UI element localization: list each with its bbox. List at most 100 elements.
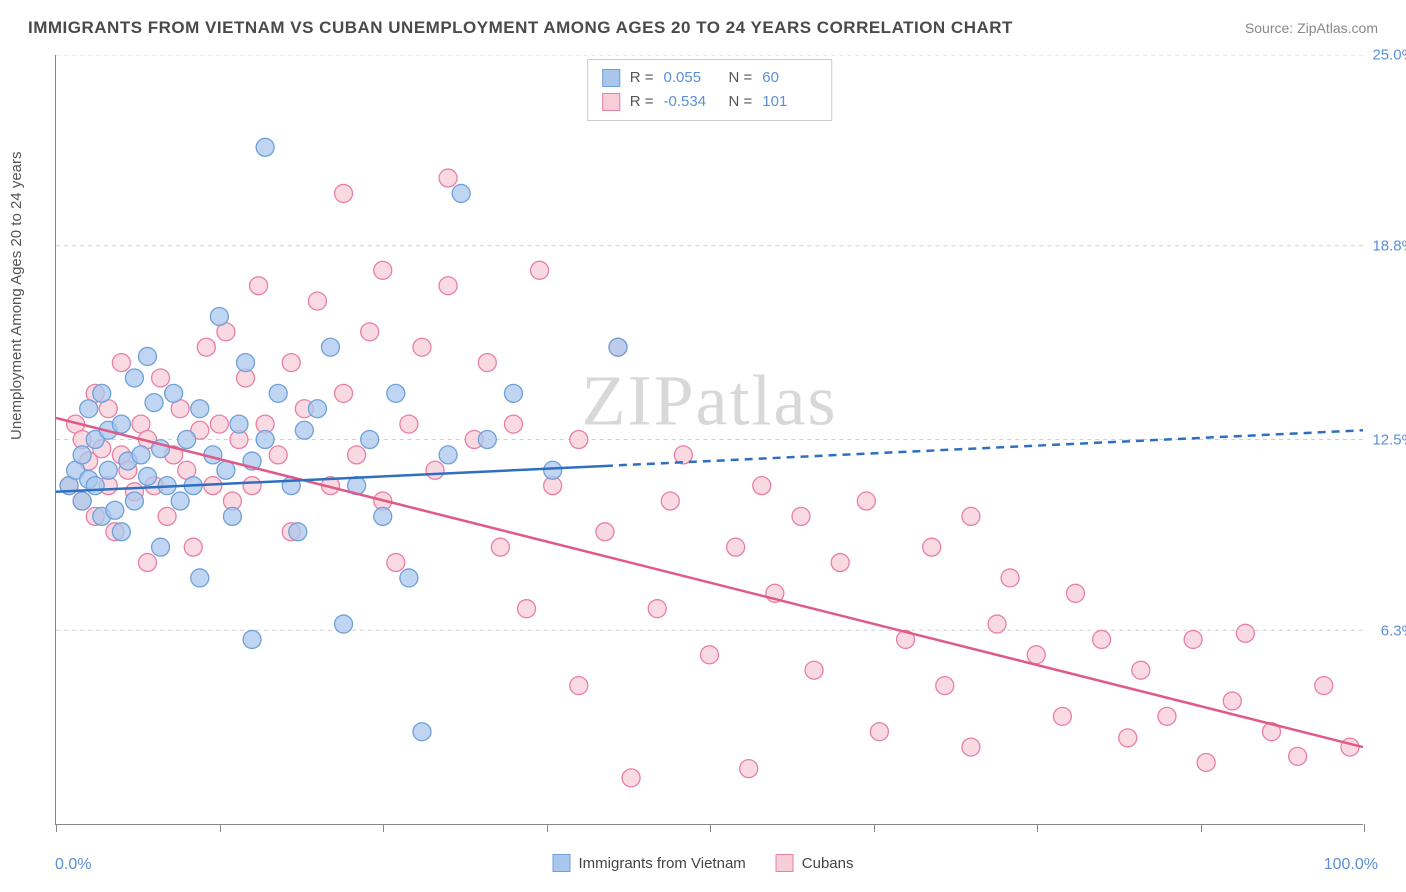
data-point (1132, 661, 1150, 679)
swatch-blue (602, 69, 620, 87)
x-tick (1201, 824, 1202, 832)
x-tick (1037, 824, 1038, 832)
data-point (570, 431, 588, 449)
legend-label-blue: Immigrants from Vietnam (579, 855, 746, 872)
data-point (1236, 624, 1254, 642)
legend-item-pink: Cubans (776, 854, 854, 872)
data-point (106, 501, 124, 519)
y-axis-label: Unemployment Among Ages 20 to 24 years (8, 151, 25, 440)
data-point (596, 523, 614, 541)
data-point (80, 400, 98, 418)
data-point (1053, 707, 1071, 725)
data-point (400, 415, 418, 433)
data-point (125, 369, 143, 387)
chart-title: IMMIGRANTS FROM VIETNAM VS CUBAN UNEMPLO… (28, 18, 1013, 38)
data-point (361, 431, 379, 449)
data-point (243, 477, 261, 495)
data-point (753, 477, 771, 495)
x-tick (1364, 824, 1365, 832)
data-point (701, 646, 719, 664)
data-point (158, 507, 176, 525)
trend-line-dashed (605, 430, 1363, 466)
data-point (269, 384, 287, 402)
data-point (210, 415, 228, 433)
source-attribution: Source: ZipAtlas.com (1245, 20, 1378, 36)
data-point (197, 338, 215, 356)
x-tick (383, 824, 384, 832)
x-tick (220, 824, 221, 832)
data-point (439, 277, 457, 295)
data-point (250, 277, 268, 295)
data-point (178, 431, 196, 449)
r-label: R = (630, 90, 654, 114)
data-point (544, 461, 562, 479)
data-point (152, 369, 170, 387)
data-point (191, 569, 209, 587)
data-point (439, 446, 457, 464)
data-point (86, 477, 104, 495)
data-point (138, 347, 156, 365)
data-point (1001, 569, 1019, 587)
data-point (570, 677, 588, 695)
data-point (112, 354, 130, 372)
scatter-svg (56, 55, 1363, 824)
data-point (805, 661, 823, 679)
data-point (661, 492, 679, 510)
x-tick (874, 824, 875, 832)
data-point (99, 461, 117, 479)
y-tick-label: 6.3% (1381, 622, 1406, 639)
swatch-pink (776, 854, 794, 872)
data-point (478, 431, 496, 449)
data-point (132, 446, 150, 464)
data-point (335, 615, 353, 633)
data-point (138, 554, 156, 572)
data-point (413, 723, 431, 741)
data-point (1315, 677, 1333, 695)
data-point (1289, 747, 1307, 765)
data-point (740, 760, 758, 778)
data-point (152, 538, 170, 556)
swatch-blue (553, 854, 571, 872)
data-point (648, 600, 666, 618)
data-point (210, 307, 228, 325)
y-tick-label: 12.5% (1372, 432, 1406, 449)
data-point (138, 467, 156, 485)
data-point (335, 184, 353, 202)
data-point (857, 492, 875, 510)
chart-plot-area: ZIPatlas R = 0.055 N = 60 R = -0.534 N =… (55, 55, 1363, 825)
data-point (243, 630, 261, 648)
data-point (348, 446, 366, 464)
data-point (321, 338, 339, 356)
data-point (295, 421, 313, 439)
data-point (531, 261, 549, 279)
data-point (491, 538, 509, 556)
data-point (145, 394, 163, 412)
r-value-pink: -0.534 (664, 90, 719, 114)
data-point (361, 323, 379, 341)
data-point (230, 415, 248, 433)
x-tick (56, 824, 57, 832)
y-tick-label: 25.0% (1372, 47, 1406, 64)
data-point (439, 169, 457, 187)
legend-row-blue: R = 0.055 N = 60 (602, 66, 818, 90)
data-point (387, 384, 405, 402)
data-point (184, 538, 202, 556)
data-point (282, 354, 300, 372)
swatch-pink (602, 93, 620, 111)
data-point (962, 738, 980, 756)
data-point (622, 769, 640, 787)
data-point (269, 446, 287, 464)
data-point (73, 492, 91, 510)
data-point (1197, 753, 1215, 771)
data-point (1027, 646, 1045, 664)
x-axis-min-label: 0.0% (55, 856, 91, 874)
data-point (504, 384, 522, 402)
data-point (988, 615, 1006, 633)
n-label: N = (729, 66, 753, 90)
n-label: N = (729, 90, 753, 114)
data-point (93, 384, 111, 402)
data-point (452, 184, 470, 202)
n-value-pink: 101 (762, 90, 817, 114)
data-point (112, 415, 130, 433)
data-point (923, 538, 941, 556)
